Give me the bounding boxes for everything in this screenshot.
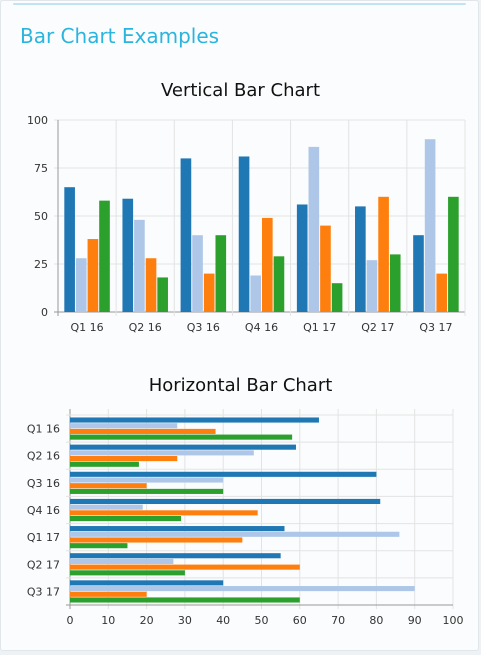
bar [122,198,134,312]
bar [70,564,300,570]
y-tick-label: Q3 17 [27,585,60,598]
top-rule [13,3,466,5]
x-tick-label: 70 [331,614,345,627]
bar [296,204,308,312]
bar [355,206,366,312]
y-tick-label: Q4 16 [27,504,60,517]
bar [134,219,145,312]
bar [180,158,192,312]
bar [70,510,258,516]
x-tick-label: Q3 16 [187,321,220,334]
y-tick-label: Q2 16 [27,450,60,463]
bar [308,146,320,312]
y-tick-label: Q1 16 [27,423,60,436]
page-title: Bar Chart Examples [20,24,220,48]
bar [413,235,424,312]
y-tick-label: Q1 17 [27,531,60,544]
bar [75,258,87,312]
bar [99,200,110,312]
x-tick-label: 20 [140,614,154,627]
bar [238,156,250,312]
bar [320,225,331,312]
y-tick-label: 75 [34,162,48,175]
bar [448,196,459,312]
x-tick-label: 60 [293,614,307,627]
bar [157,277,168,312]
bar [70,516,182,522]
bar [424,139,436,312]
horizontal-chart-title: Horizontal Bar Chart [148,375,333,396]
bar [70,558,174,564]
y-tick-label: Q3 16 [27,477,60,490]
bar [70,423,178,429]
bar [378,196,389,312]
bar [331,283,343,312]
x-tick-label: Q2 17 [361,321,394,334]
x-tick-label: 80 [369,614,383,627]
bar [70,417,319,423]
bar [70,553,281,559]
x-tick-label: 90 [408,614,422,627]
bar [273,256,285,312]
x-tick-label: 30 [178,614,192,627]
bar [87,239,99,312]
x-tick-label: 10 [101,614,115,627]
x-tick-label: Q1 16 [70,321,103,334]
bar [192,235,203,312]
x-tick-label: Q2 16 [129,321,162,334]
bar [64,187,75,312]
bar [70,488,224,494]
bar [70,526,285,532]
x-tick-label: 100 [443,614,464,627]
bar [70,434,293,440]
x-tick-label: Q3 17 [419,321,452,334]
bar [436,273,448,312]
bar [203,273,215,312]
x-tick-label: 50 [255,614,269,627]
bar [70,471,377,477]
bar [70,543,128,549]
bar [70,570,185,576]
vertical-bar-chart: 0 25 50 75 100 Q1 16 Q2 16 Q3 16 Q4 16 Q1 17 Q2 17… [27,114,466,334]
bar [70,498,381,504]
bar [366,260,378,312]
bar [70,444,296,450]
x-tick-label: 0 [67,614,74,627]
x-tick-label: Q1 17 [303,321,336,334]
bar [145,258,157,312]
bar [70,483,147,489]
x-tick-label: Q4 16 [245,321,278,334]
y-tick-label: 0 [41,306,48,319]
y-tick-label: 25 [34,258,48,271]
bar [70,591,147,597]
y-tick-label: Q2 17 [27,558,60,571]
bar [70,450,254,456]
bar [70,461,139,467]
bar [250,275,261,312]
bar [215,235,227,312]
x-tick-label: 40 [216,614,230,627]
bar [389,254,401,312]
bar [70,428,216,434]
vertical-chart-title: Vertical Bar Chart [160,80,321,101]
bar [70,586,415,592]
bar [70,504,143,510]
y-tick-label: 100 [27,114,48,127]
bar [70,477,224,483]
bar [70,597,300,603]
bar [70,537,243,543]
y-tick-label: 50 [34,210,48,223]
bar [70,580,224,586]
bar [70,531,400,537]
bar [70,456,178,462]
bar [262,217,273,312]
